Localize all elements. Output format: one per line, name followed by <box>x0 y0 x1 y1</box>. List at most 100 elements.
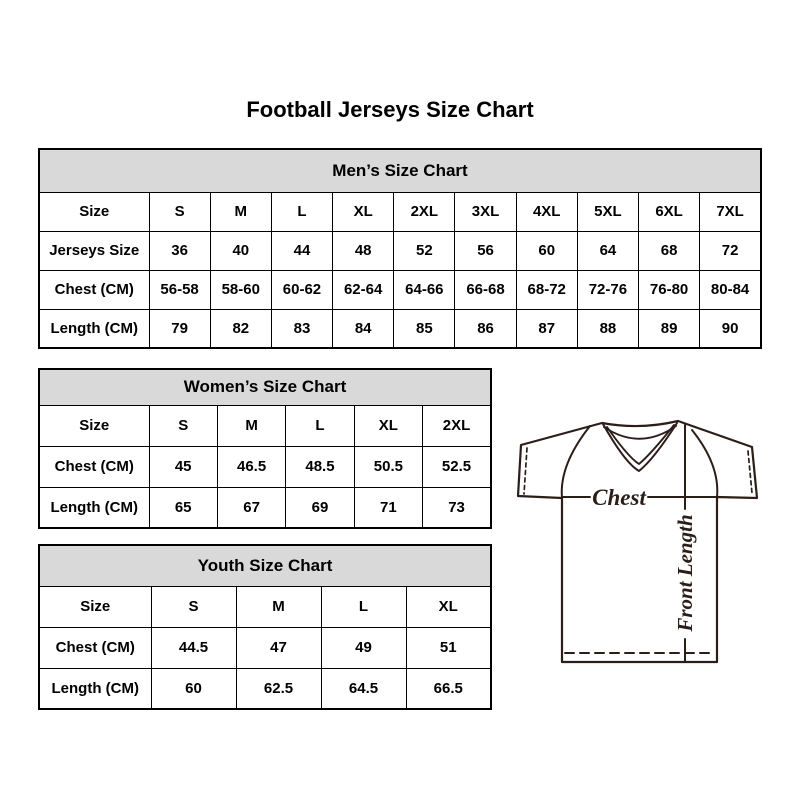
right-cuff-dashed-line <box>747 450 753 494</box>
table-cell: 66.5 <box>405 667 492 710</box>
table-cell: 65 <box>148 486 218 529</box>
table-cell: 45 <box>148 445 218 488</box>
table-cell: L <box>285 404 355 447</box>
table-cell: 56-58 <box>148 269 211 310</box>
row-header-cell: Chest (CM) <box>38 269 150 310</box>
left-cuff-dashed-line <box>523 447 528 495</box>
table-cell: 5XL <box>576 191 640 232</box>
table-row: Length (CM) 60 62.5 64.5 66.5 <box>38 667 492 710</box>
table-cell: 68 <box>637 230 701 271</box>
table-section-title: Youth Size Chart <box>38 544 492 587</box>
table-section-title: Women’s Size Chart <box>38 368 492 406</box>
table-cell: 60 <box>515 230 578 271</box>
table-cell: 64-66 <box>393 269 456 310</box>
table-cell: 7XL <box>699 191 762 232</box>
jersey-measurement-diagram: Chest Front Length <box>516 419 759 664</box>
table-cell: 82 <box>209 308 272 349</box>
table-row: Chest (CM) 44.5 47 49 51 <box>38 626 492 669</box>
table-cell: 88 <box>576 308 640 349</box>
table-cell: M <box>235 585 322 628</box>
table-cell: 62.5 <box>235 667 322 710</box>
table-cell: 44.5 <box>150 626 237 669</box>
table-cell: 6XL <box>637 191 701 232</box>
table-cell: XL <box>353 404 424 447</box>
table-cell: 44 <box>270 230 334 271</box>
table-cell: 48 <box>332 230 395 271</box>
table-cell: 72-76 <box>576 269 640 310</box>
table-cell: 46.5 <box>216 445 287 488</box>
table-cell: 48.5 <box>285 445 355 488</box>
chest-measure-label: Chest <box>592 485 646 510</box>
collar-inner-v-line <box>606 424 675 465</box>
table-row: Chest (CM) 45 46.5 48.5 50.5 52.5 <box>38 445 492 488</box>
left-sleeve-seam-line <box>560 425 591 499</box>
table-cell: 80-84 <box>699 269 762 310</box>
row-header-cell: Size <box>38 404 150 447</box>
table-cell: 72 <box>699 230 762 271</box>
row-header-cell: Length (CM) <box>38 667 152 710</box>
table-cell: 68-72 <box>515 269 578 310</box>
row-header-cell: Length (CM) <box>38 486 150 529</box>
table-row: Size S M L XL 2XL 3XL 4XL 5XL 6XL 7XL <box>38 191 762 232</box>
row-header-cell: Chest (CM) <box>38 626 152 669</box>
table-cell: 73 <box>422 486 492 529</box>
table-cell: M <box>216 404 287 447</box>
table-cell: S <box>150 585 237 628</box>
table-cell: 90 <box>699 308 762 349</box>
table-cell: 4XL <box>515 191 578 232</box>
table-cell: 40 <box>209 230 272 271</box>
table-row: Size S M L XL 2XL <box>38 404 492 447</box>
row-header-cell: Chest (CM) <box>38 445 150 488</box>
table-cell: 64.5 <box>320 667 407 710</box>
table-cell: L <box>270 191 334 232</box>
jersey-outline-shape <box>516 419 759 664</box>
table-cell: 2XL <box>422 404 492 447</box>
table-cell: 56 <box>454 230 517 271</box>
right-sleeve-seam-line <box>691 429 719 498</box>
table-row: Length (CM) 65 67 69 71 73 <box>38 486 492 529</box>
table-cell: 84 <box>332 308 395 349</box>
table-cell: 76-80 <box>637 269 701 310</box>
table-cell: 49 <box>320 626 407 669</box>
table-cell: 50.5 <box>353 445 424 488</box>
table-section-title: Men’s Size Chart <box>38 148 762 193</box>
table-cell: L <box>320 585 407 628</box>
table-cell: 36 <box>148 230 211 271</box>
table-cell: 89 <box>637 308 701 349</box>
table-cell: XL <box>332 191 395 232</box>
row-header-cell: Size <box>38 191 150 232</box>
table-cell: 79 <box>148 308 211 349</box>
table-cell: 66-68 <box>454 269 517 310</box>
table-cell: 86 <box>454 308 517 349</box>
table-row: Jerseys Size 36 40 44 48 52 56 60 64 68 72 <box>38 230 762 271</box>
table-cell: S <box>148 404 218 447</box>
table-row: Size S M L XL <box>38 585 492 628</box>
table-cell: 52.5 <box>422 445 492 488</box>
row-header-cell: Length (CM) <box>38 308 150 349</box>
table-cell: 3XL <box>454 191 517 232</box>
table-cell: 2XL <box>393 191 456 232</box>
table-cell: M <box>209 191 272 232</box>
table-cell: 58-60 <box>209 269 272 310</box>
table-cell: XL <box>405 585 492 628</box>
table-cell: 52 <box>393 230 456 271</box>
womens-size-chart-table: Women’s Size Chart Size S M L XL 2XL Chest (CM)… <box>38 368 492 529</box>
row-header-cell: Size <box>38 585 152 628</box>
page-title: Football Jerseys Size Chart <box>246 97 534 122</box>
table-cell: 71 <box>353 486 424 529</box>
table-cell: 60-62 <box>270 269 334 310</box>
row-header-cell: Jerseys Size <box>38 230 150 271</box>
table-cell: 60 <box>150 667 237 710</box>
table-cell: 51 <box>405 626 492 669</box>
table-cell: S <box>148 191 211 232</box>
table-cell: 83 <box>270 308 334 349</box>
table-row: Chest (CM) 56-58 58-60 60-62 62-64 64-66 66-68… <box>38 269 762 310</box>
table-row: Length (CM) 79 82 83 84 85 86 87 88 89 90 <box>38 308 762 349</box>
mens-size-chart-table: Men’s Size Chart Size S M L XL 2XL 3XL 4XL 5XL 6XL… <box>38 148 762 349</box>
table-cell: 85 <box>393 308 456 349</box>
table-cell: 47 <box>235 626 322 669</box>
table-cell: 62-64 <box>332 269 395 310</box>
collar-outer-v-line <box>602 422 678 472</box>
table-cell: 87 <box>515 308 578 349</box>
